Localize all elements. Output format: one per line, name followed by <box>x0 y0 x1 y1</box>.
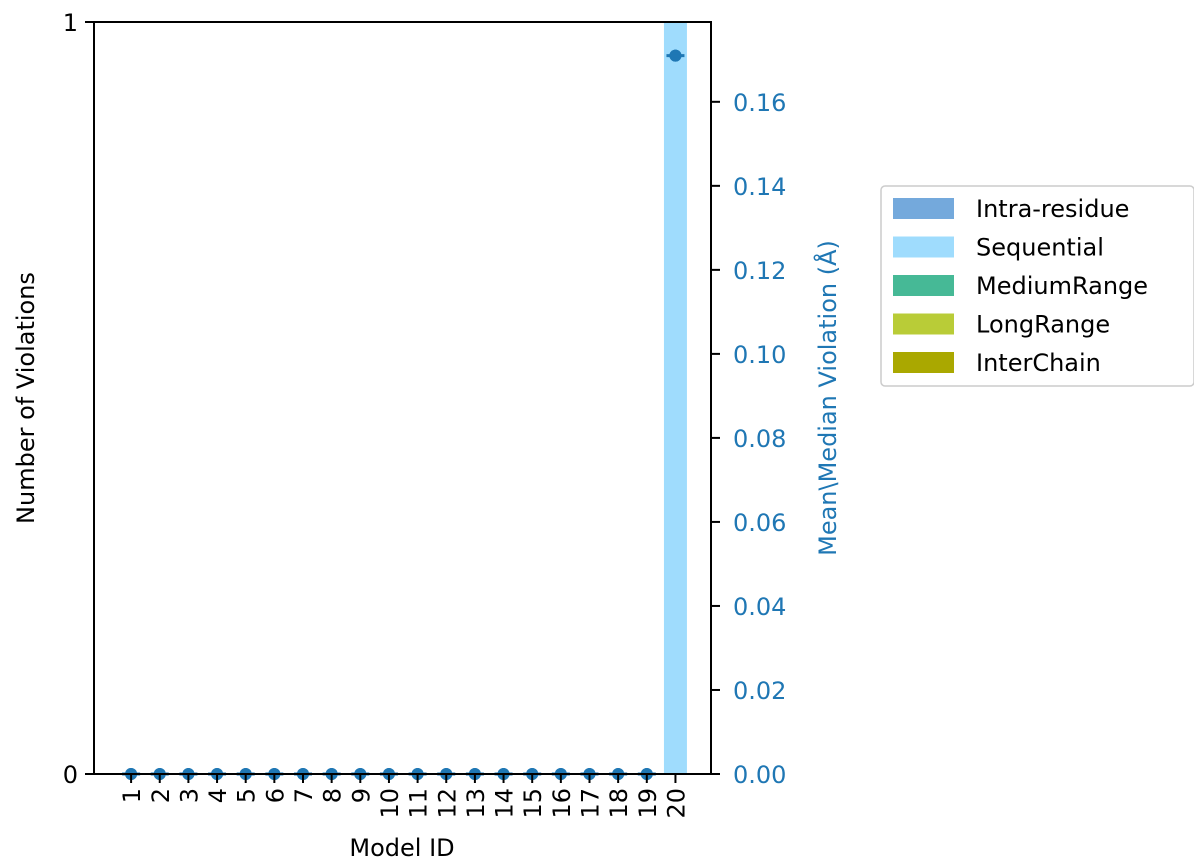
left-tick-label-1: 1 <box>63 9 78 37</box>
legend: Intra-residue Sequential MediumRange LongRa… <box>880 185 1194 387</box>
x-axis-ticks: 1 2 3 4 5 6 7 8 9 10 11 12 13 14 15 16 17 18 19 20 <box>118 774 690 819</box>
bar-20-sequential <box>663 22 687 774</box>
x-tick-label-10: 10 <box>376 788 404 819</box>
right-tick-label-0.06: 0.06 <box>733 509 786 537</box>
right-tick-label-0.12: 0.12 <box>733 257 786 285</box>
x-tick-label-8: 8 <box>319 788 347 803</box>
legend-swatch-interchain <box>893 352 954 373</box>
left-axis-ticks: 01 <box>63 9 94 789</box>
x-tick-label-16: 16 <box>548 788 576 819</box>
left-tick-label-0: 0 <box>63 761 78 789</box>
x-tick-label-18: 18 <box>605 788 633 819</box>
x-tick-label-14: 14 <box>491 788 519 819</box>
legend-label-sequential: Sequential <box>976 234 1104 262</box>
right-tick-label-0.10: 0.10 <box>733 341 786 369</box>
right-axis-ticks: 0.00 0.02 0.04 0.06 0.08 0.10 0.12 0.14 0.16 <box>711 89 786 789</box>
legend-swatch-longrange <box>893 313 954 335</box>
x-axis-label: Model ID <box>349 834 454 860</box>
legend-label-intra-residue: Intra-residue <box>976 195 1129 223</box>
x-tick-label-12: 12 <box>433 788 461 819</box>
legend-label-longrange: LongRange <box>976 311 1110 339</box>
legend-swatch-intra-residue <box>893 198 954 219</box>
legend-swatch-mediumrange <box>893 275 954 296</box>
right-tick-label-0.00: 0.00 <box>733 761 786 789</box>
x-tick-label-11: 11 <box>405 788 433 819</box>
legend-swatch-sequential <box>893 236 954 258</box>
x-tick-label-1: 1 <box>118 788 146 803</box>
x-tick-label-2: 2 <box>147 788 175 803</box>
right-tick-label-0.16: 0.16 <box>733 89 786 117</box>
right-tick-label-0.08: 0.08 <box>733 425 786 453</box>
left-y-axis-label: Number of Violations <box>12 272 40 524</box>
x-tick-label-7: 7 <box>290 788 318 803</box>
legend-label-interchain: InterChain <box>976 349 1101 377</box>
x-tick-label-15: 15 <box>519 788 547 819</box>
legend-label-mediumrange: MediumRange <box>976 272 1148 300</box>
x-tick-label-5: 5 <box>233 788 261 803</box>
x-tick-label-17: 17 <box>577 788 605 819</box>
x-tick-label-6: 6 <box>261 788 289 803</box>
right-tick-label-0.04: 0.04 <box>733 593 786 621</box>
x-tick-label-3: 3 <box>175 788 203 803</box>
x-tick-label-4: 4 <box>204 788 232 803</box>
violation-markers-layer <box>122 49 685 780</box>
plot-frame <box>93 21 712 775</box>
right-tick-label-0.14: 0.14 <box>733 173 786 201</box>
x-tick-label-19: 19 <box>634 788 662 819</box>
bars-layer <box>663 22 687 774</box>
x-tick-label-13: 13 <box>462 788 490 819</box>
x-tick-label-20: 20 <box>662 788 690 819</box>
right-y-axis-label: Mean\Median Violation (Å) <box>813 240 842 556</box>
x-tick-label-9: 9 <box>347 788 375 803</box>
legend-frame <box>880 185 1194 387</box>
right-tick-label-0.02: 0.02 <box>733 677 786 705</box>
